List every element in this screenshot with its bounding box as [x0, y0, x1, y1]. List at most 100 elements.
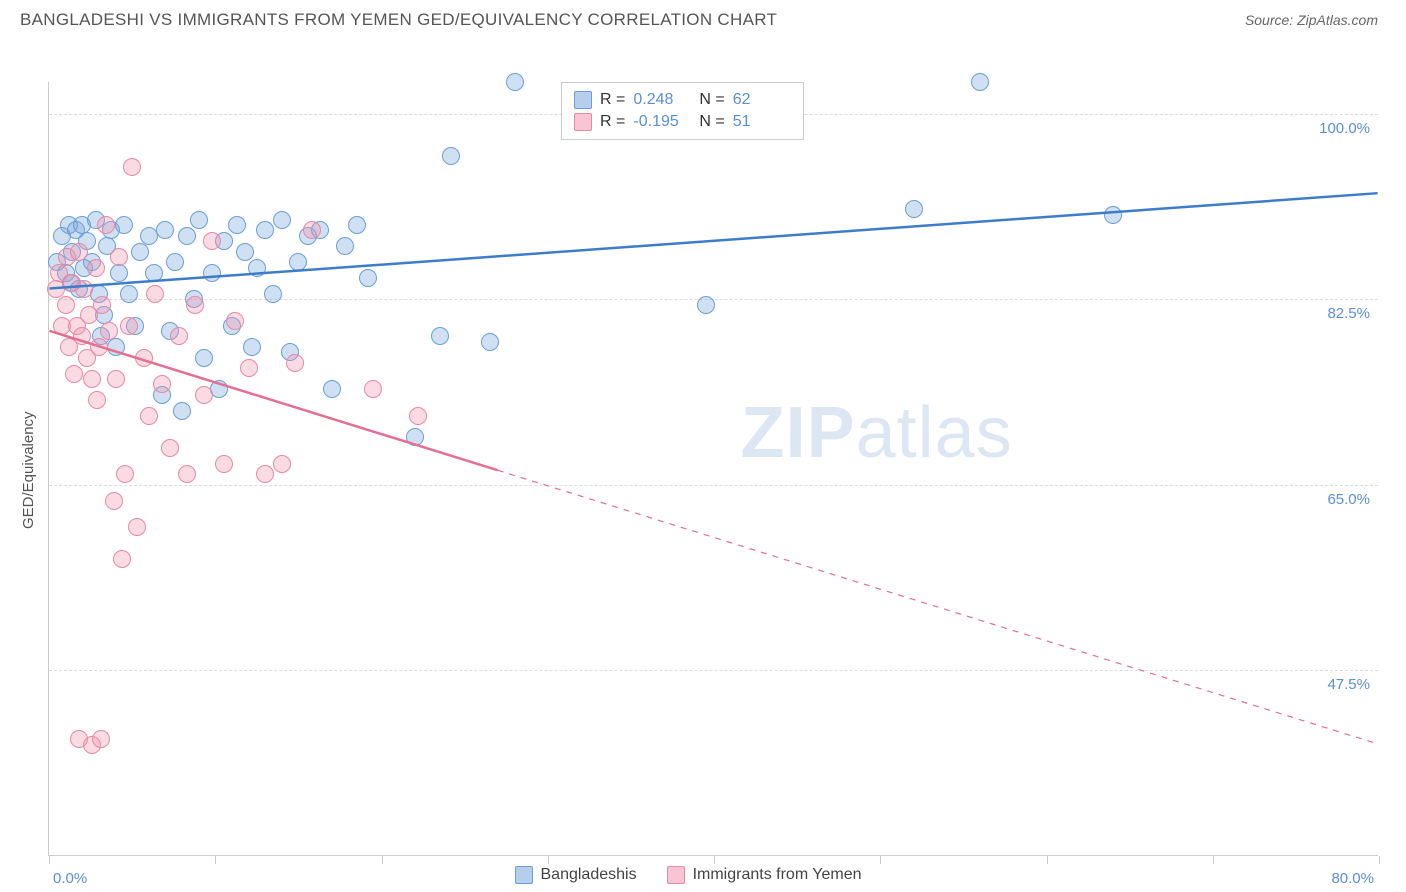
scatter-point: [264, 285, 282, 303]
scatter-point: [236, 243, 254, 261]
scatter-point: [481, 333, 499, 351]
scatter-point: [115, 216, 133, 234]
scatter-point: [215, 455, 233, 473]
scatter-point: [105, 492, 123, 510]
scatter-point: [83, 370, 101, 388]
x-tick-mark: [1047, 856, 1048, 864]
scatter-point: [135, 349, 153, 367]
scatter-point: [195, 386, 213, 404]
scatter-point: [57, 296, 75, 314]
series-legend-item: Immigrants from Yemen: [667, 866, 862, 884]
scatter-point: [110, 248, 128, 266]
scatter-point: [190, 211, 208, 229]
scatter-point: [409, 407, 427, 425]
scatter-point: [92, 730, 110, 748]
correlation-scatter-chart: 47.5%65.0%82.5%100.0%0.0%80.0%ZIPatlasR …: [0, 38, 1406, 878]
scatter-point: [273, 211, 291, 229]
scatter-point: [289, 253, 307, 271]
scatter-point: [90, 338, 108, 356]
stats-legend: R =0.248N =62R =-0.195N =51: [561, 82, 804, 140]
scatter-point: [140, 227, 158, 245]
scatter-point: [88, 391, 106, 409]
x-tick-label: 0.0%: [53, 870, 87, 887]
scatter-point: [75, 280, 93, 298]
scatter-point: [431, 327, 449, 345]
scatter-point: [442, 147, 460, 165]
stat-n-value: 51: [733, 113, 791, 131]
stats-legend-row: R =0.248N =62: [574, 89, 791, 111]
chart-title: BANGLADESHI VS IMMIGRANTS FROM YEMEN GED…: [20, 10, 777, 30]
scatter-point: [170, 327, 188, 345]
scatter-point: [87, 259, 105, 277]
trend-line-dashed: [498, 470, 1378, 744]
x-tick-mark: [215, 856, 216, 864]
plot-area: 47.5%65.0%82.5%100.0%0.0%80.0%ZIPatlasR …: [48, 82, 1378, 856]
scatter-point: [120, 317, 138, 335]
scatter-point: [116, 465, 134, 483]
scatter-point: [226, 312, 244, 330]
scatter-point: [186, 296, 204, 314]
scatter-point: [256, 465, 274, 483]
scatter-point: [110, 264, 128, 282]
stat-n-value: 62: [733, 91, 791, 109]
scatter-point: [364, 380, 382, 398]
scatter-point: [248, 259, 266, 277]
scatter-point: [146, 285, 164, 303]
scatter-point: [348, 216, 366, 234]
scatter-point: [256, 221, 274, 239]
scatter-point: [107, 338, 125, 356]
scatter-point: [359, 269, 377, 287]
x-tick-label: 80.0%: [1331, 870, 1374, 887]
stat-r-label: R =: [600, 113, 625, 131]
y-axis-label: GED/Equivalency: [20, 411, 37, 529]
series-legend-label: Bangladeshis: [541, 866, 637, 884]
scatter-point: [273, 455, 291, 473]
trend-line: [49, 193, 1377, 288]
legend-swatch: [667, 866, 685, 884]
legend-swatch: [574, 113, 592, 131]
series-legend: Bangladeshis Immigrants from Yemen: [515, 866, 862, 884]
scatter-point: [65, 365, 83, 383]
stat-n-label: N =: [699, 113, 724, 131]
gridline: [49, 670, 1378, 671]
scatter-point: [406, 428, 424, 446]
x-tick-mark: [880, 856, 881, 864]
watermark: ZIPatlas: [741, 392, 1013, 474]
scatter-point: [97, 216, 115, 234]
stats-legend-row: R =-0.195N =51: [574, 111, 791, 133]
scatter-point: [47, 280, 65, 298]
scatter-point: [107, 370, 125, 388]
scatter-point: [120, 285, 138, 303]
gridline: [49, 485, 1378, 486]
scatter-point: [145, 264, 163, 282]
scatter-point: [971, 73, 989, 91]
x-tick-mark: [714, 856, 715, 864]
scatter-point: [203, 232, 221, 250]
x-tick-mark: [49, 856, 50, 864]
scatter-point: [73, 327, 91, 345]
scatter-point: [905, 200, 923, 218]
series-legend-label: Immigrants from Yemen: [693, 866, 862, 884]
scatter-point: [1104, 206, 1122, 224]
legend-swatch: [574, 91, 592, 109]
scatter-point: [166, 253, 184, 271]
scatter-point: [123, 158, 141, 176]
scatter-point: [697, 296, 715, 314]
scatter-point: [286, 354, 304, 372]
scatter-point: [140, 407, 158, 425]
stat-r-value: 0.248: [633, 91, 691, 109]
y-tick-label: 82.5%: [1327, 305, 1370, 322]
scatter-point: [303, 221, 321, 239]
scatter-point: [113, 550, 131, 568]
series-legend-item: Bangladeshis: [515, 866, 637, 884]
trend-lines: [49, 82, 1378, 855]
y-tick-label: 100.0%: [1319, 120, 1370, 137]
scatter-point: [506, 73, 524, 91]
scatter-point: [243, 338, 261, 356]
scatter-point: [228, 216, 246, 234]
scatter-point: [70, 243, 88, 261]
scatter-point: [203, 264, 221, 282]
scatter-point: [323, 380, 341, 398]
chart-source: Source: ZipAtlas.com: [1245, 12, 1378, 28]
y-tick-label: 65.0%: [1327, 491, 1370, 508]
